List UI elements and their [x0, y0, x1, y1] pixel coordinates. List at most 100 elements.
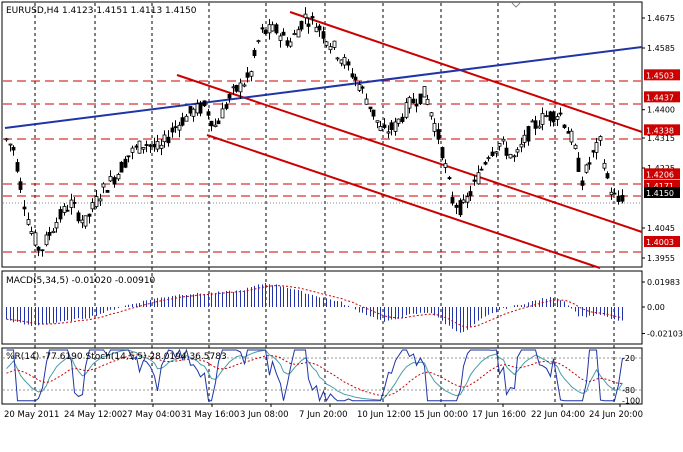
candle-body: [605, 173, 610, 179]
candle-body: [141, 147, 146, 150]
macd-label: -0.02103: [647, 330, 683, 339]
time-label: 31 May 16:00: [181, 410, 239, 420]
price-tag: [644, 187, 680, 198]
candle-body: [386, 131, 391, 134]
candle-body: [472, 179, 477, 182]
candle-body: [184, 115, 189, 122]
candle-body: [396, 118, 401, 124]
candle-body: [227, 94, 232, 99]
candle-body: [418, 93, 423, 105]
candle-body: [544, 115, 549, 117]
candle-body: [353, 76, 358, 81]
candle-body: [209, 120, 214, 127]
candle-body: [54, 222, 59, 229]
candle-body: [458, 200, 463, 216]
candle-body: [216, 120, 221, 125]
candle-body: [191, 108, 196, 117]
candle-body: [566, 131, 571, 134]
candle-body: [263, 29, 268, 34]
candle-body: [11, 146, 16, 151]
candle-body: [285, 40, 290, 46]
price-tag-label: 1.4338: [646, 126, 674, 135]
candle-body: [26, 219, 31, 225]
candle-body: [202, 100, 207, 107]
candle-body: [350, 73, 355, 78]
candle-body: [346, 61, 351, 66]
price-tag-label: 1.4206: [646, 170, 674, 179]
candle-body: [519, 143, 524, 148]
candle-body: [558, 112, 563, 115]
time-label: 20 May 2011: [4, 410, 59, 420]
candle-body: [292, 33, 297, 35]
candle-body: [206, 111, 211, 116]
candle-body: [170, 127, 175, 133]
candle-body: [274, 24, 279, 34]
candle-body: [177, 124, 182, 131]
osc-label: -100: [622, 397, 640, 406]
candle-body: [515, 149, 520, 153]
candle-body: [508, 153, 513, 159]
main-header: EURUSD,H4 1.4123 1.4151 1.4113 1.4150: [6, 6, 197, 16]
candle-body: [414, 103, 419, 107]
candle-body: [242, 84, 247, 87]
candle-body: [389, 122, 394, 130]
candle-body: [530, 120, 535, 123]
candle-body: [159, 144, 164, 149]
time-label: 17 Jun 16:00: [472, 410, 526, 420]
candle-body: [33, 232, 38, 246]
osc-label: -80: [622, 386, 635, 395]
panel-menu-icon[interactable]: [511, 2, 521, 8]
candle-body: [486, 157, 491, 160]
candle-body: [44, 234, 49, 246]
time-label: 10 Jun 12:00: [357, 410, 411, 420]
price-label: 1.3955: [647, 254, 675, 263]
candle-body: [51, 230, 56, 234]
candle-body: [407, 97, 412, 109]
candle-body: [400, 116, 405, 122]
candle-body: [512, 155, 517, 158]
candle-body: [537, 125, 542, 129]
candle-body: [4, 138, 9, 141]
candle-body: [580, 180, 585, 186]
main-chart-panel[interactable]: [1, 1, 643, 268]
candle-body: [321, 31, 326, 39]
osc-label: -20: [622, 354, 635, 363]
candle-body: [134, 145, 139, 148]
candle-body: [328, 46, 333, 51]
price-tag: [644, 236, 680, 247]
candle-body: [296, 29, 301, 38]
candle-body: [569, 130, 574, 143]
candle-body: [357, 84, 362, 91]
candle-body: [8, 143, 13, 146]
candle-body: [195, 103, 200, 114]
candle-body: [112, 177, 117, 185]
candle-body: [288, 41, 293, 47]
candle-body: [339, 59, 344, 64]
candle-body: [364, 98, 369, 105]
candle-body: [598, 136, 603, 141]
candle-body: [76, 212, 81, 222]
price-tag-label: 1.4171: [646, 182, 674, 191]
price-label: 1.4315: [647, 134, 675, 143]
candle-body: [454, 204, 459, 208]
candle-body: [548, 111, 553, 121]
candle-body: [166, 136, 171, 144]
macd-label: 0.00: [647, 303, 665, 312]
candle-body: [260, 27, 265, 30]
candle-body: [393, 121, 398, 132]
candle-body: [306, 23, 311, 27]
candle-body: [616, 195, 621, 202]
candle-body: [562, 124, 567, 128]
candle-body: [108, 176, 113, 182]
candle-body: [36, 246, 41, 251]
candle-body: [555, 116, 560, 120]
macd-header: MACD(5,34,5) -0.01020 -0.00910: [6, 276, 156, 286]
candle-body: [180, 117, 185, 126]
candle-body: [490, 151, 495, 156]
candle-body: [501, 138, 506, 142]
macd-panel[interactable]: [1, 270, 643, 345]
price-label: 1.4045: [647, 224, 675, 233]
candle-body: [126, 155, 131, 158]
candle-body: [119, 161, 124, 173]
